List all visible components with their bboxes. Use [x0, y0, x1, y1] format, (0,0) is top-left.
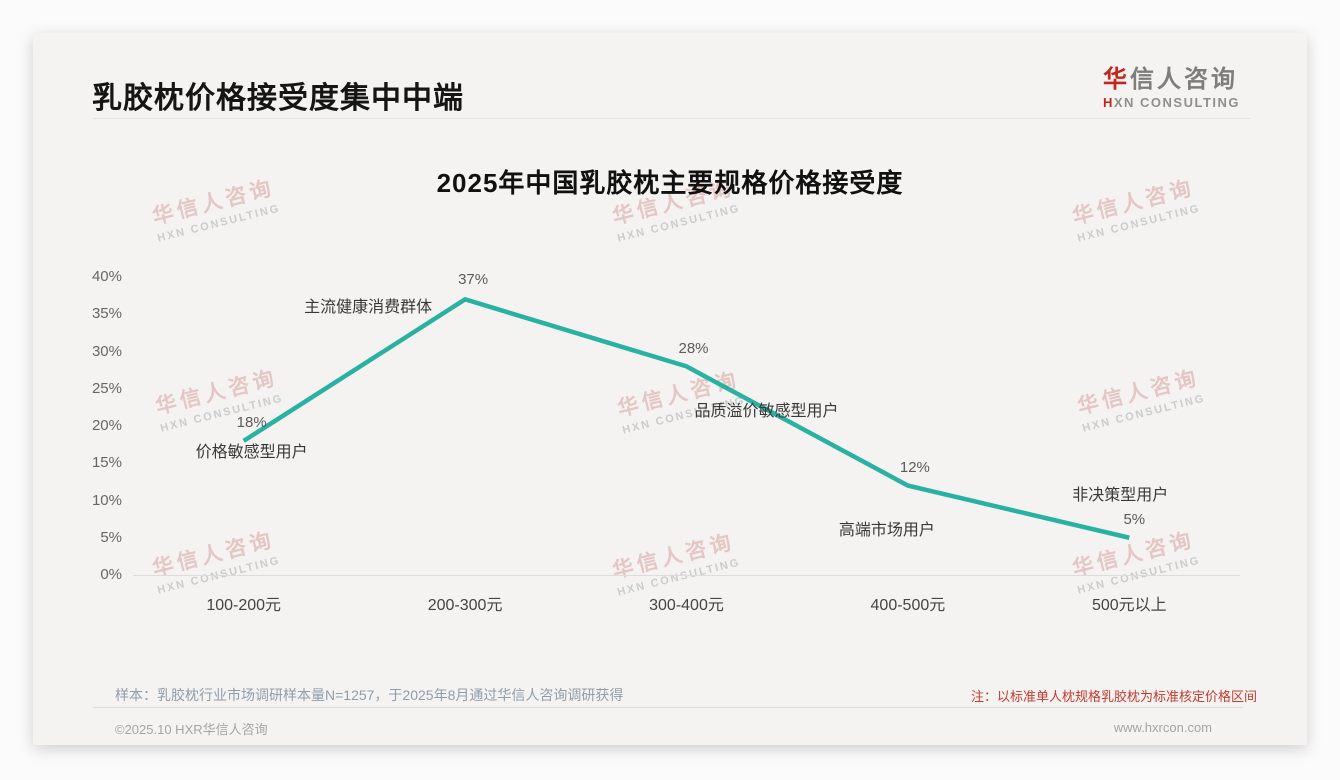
report-card: 华信人咨询 HXN CONSULTING 华信人咨询 HXN CONSULTING 华信…	[33, 33, 1307, 745]
price-basis-note: 注：以标准单人枕规格乳胶枕为标准核定价格区间	[970, 689, 1257, 704]
header-divider	[93, 118, 1250, 119]
data-point-label: 5%	[1123, 510, 1146, 528]
chart-title: 2025年中国乳胶枕主要规格价格接受度	[436, 168, 904, 198]
y-tick-label: 20%	[91, 417, 122, 434]
website: www.hxrcon.com	[1113, 720, 1212, 735]
y-tick-label: 10%	[91, 491, 122, 509]
y-tick-label: 35%	[91, 305, 122, 323]
y-tick-label: 15%	[91, 454, 122, 472]
x-axis-label: 500元以上	[1091, 597, 1167, 614]
data-point-label: 28%	[678, 340, 709, 358]
annotation-label: 高端市场用户	[838, 521, 935, 539]
y-tick-label: 25%	[91, 379, 122, 397]
data-point-label: 18%	[236, 413, 267, 431]
trend-line	[242, 296, 1130, 540]
data-point-label: 37%	[458, 271, 489, 289]
brand-logo-en: HXN CONSULTING	[1102, 95, 1240, 110]
brand-logo-cn: 华信人咨询	[1102, 66, 1238, 93]
annotation-label: 价格敏感型用户	[195, 443, 308, 461]
line-chart: 0% 5% 10% 15% 20% 25% 30% 35% 40% 100-200元 200-300…	[33, 33, 1307, 745]
annotation-label: 主流健康消费群体	[304, 299, 433, 317]
x-axis-label: 400-500元	[870, 597, 946, 614]
x-axis-label: 100-200元	[206, 597, 282, 614]
sample-note: 样本：乳胶枕行业市场调研样本量N=1257，于2025年8月通过华信人咨询调研获…	[115, 687, 624, 703]
brand-logo: 华信人咨询 HXN CONSULTING	[1103, 59, 1240, 110]
header: 乳胶枕价格接受度集中中端 华信人咨询 HXN CONSULTING	[33, 33, 1307, 119]
x-axis-label: 200-300元	[427, 597, 503, 614]
footer-divider	[93, 707, 1243, 708]
x-axis-line	[133, 575, 1240, 576]
x-axis-label: 300-400元	[649, 597, 724, 614]
annotation-label: 品质溢价敏感型用户	[694, 403, 839, 421]
y-tick-label: 5%	[100, 528, 122, 546]
y-tick-label: 30%	[91, 342, 122, 360]
y-tick-label: 40%	[91, 268, 122, 285]
data-point-label: 12%	[899, 458, 930, 476]
annotation-label: 非决策型用户	[1072, 486, 1169, 504]
copyright: ©2025.10 HXR华信人咨询	[115, 722, 268, 737]
y-tick-label: 0%	[100, 566, 122, 583]
report-title: 乳胶枕价格接受度集中中端	[92, 82, 464, 115]
